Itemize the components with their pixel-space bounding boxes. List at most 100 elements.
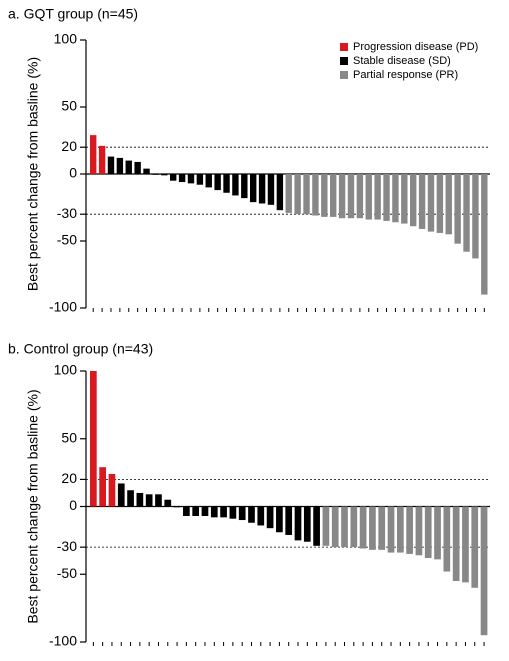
legend-swatch (340, 43, 348, 51)
bar (267, 174, 275, 205)
bar (210, 506, 218, 518)
y-tick-label: 0 (69, 497, 77, 513)
y-tick-label: -30 (57, 205, 77, 221)
bar (321, 174, 328, 217)
bar (90, 135, 97, 174)
bar (294, 174, 301, 215)
bar (418, 174, 426, 229)
y-tick-label: -50 (57, 565, 77, 581)
bar (187, 174, 195, 184)
bar (365, 174, 372, 220)
bar (374, 174, 381, 220)
legend-label: Partial response (PR) (353, 69, 458, 81)
bar (406, 506, 413, 554)
y-tick-label: -100 (49, 633, 77, 649)
bar (99, 467, 106, 507)
bar (107, 156, 115, 174)
bar (471, 506, 479, 588)
y-tick-label: 100 (54, 362, 78, 378)
bar (116, 157, 124, 174)
chart-title: b. Control group (n=43) (8, 341, 153, 357)
bar (350, 506, 358, 548)
bar (183, 506, 190, 516)
bar (238, 506, 246, 521)
bar (472, 174, 479, 259)
bar (410, 174, 417, 227)
bar (276, 506, 283, 533)
bar (480, 506, 488, 636)
bar (443, 506, 451, 572)
bar (258, 174, 266, 204)
bar (143, 168, 150, 174)
bar (445, 174, 452, 235)
bar (205, 174, 212, 188)
bar (152, 174, 159, 175)
y-tick-label: -100 (49, 299, 77, 315)
bar (322, 506, 330, 546)
bar (192, 506, 200, 516)
legend-swatch (340, 71, 348, 79)
bar (145, 494, 153, 507)
bar (229, 506, 237, 519)
bar (285, 506, 293, 535)
bar (331, 506, 339, 548)
bar (220, 506, 227, 518)
bar (452, 506, 460, 582)
bar (294, 506, 302, 541)
bar (392, 174, 399, 223)
bar (396, 506, 404, 553)
bar (436, 174, 444, 233)
bar (276, 174, 284, 211)
bar (108, 473, 116, 507)
bar (356, 174, 364, 219)
bar (434, 506, 441, 560)
bar (98, 145, 106, 174)
bar (170, 174, 177, 181)
bar (134, 161, 141, 174)
y-axis-label: Best percent change from basline (%) (25, 57, 41, 291)
bar (330, 174, 337, 217)
bar (201, 506, 209, 516)
bar (117, 483, 125, 507)
bar (127, 490, 134, 507)
y-tick-label: 0 (69, 165, 77, 181)
y-tick-label: 50 (61, 429, 77, 445)
bar (338, 174, 346, 219)
bar (427, 174, 435, 232)
bar (178, 174, 186, 183)
bar (303, 506, 311, 542)
bar (285, 174, 292, 213)
y-tick-label: -30 (57, 538, 77, 554)
y-tick-label: 20 (61, 138, 77, 154)
bar (214, 174, 221, 191)
bar (369, 506, 376, 550)
bar (303, 174, 310, 215)
bar (241, 174, 248, 199)
bar (155, 494, 162, 507)
bar (164, 499, 172, 507)
bar (173, 506, 181, 508)
bar (359, 506, 367, 549)
bar (125, 160, 132, 174)
y-axis-label: Best percent change from basline (%) (25, 389, 41, 623)
bar (424, 506, 432, 558)
chart-title: a. GQT group (n=45) (8, 6, 138, 22)
bar (463, 174, 470, 252)
bar (266, 506, 274, 529)
bar (313, 506, 320, 546)
bar (250, 174, 257, 203)
bar (90, 371, 97, 507)
bar (257, 506, 265, 526)
y-tick-label: 20 (61, 470, 77, 486)
bar (462, 506, 469, 583)
y-tick-label: 50 (61, 98, 77, 114)
bar (378, 506, 386, 550)
legend-swatch (340, 57, 348, 65)
bar (387, 506, 395, 553)
bar (415, 506, 423, 556)
bar (401, 174, 408, 224)
y-tick-label: 100 (54, 31, 78, 47)
bar (232, 174, 239, 196)
